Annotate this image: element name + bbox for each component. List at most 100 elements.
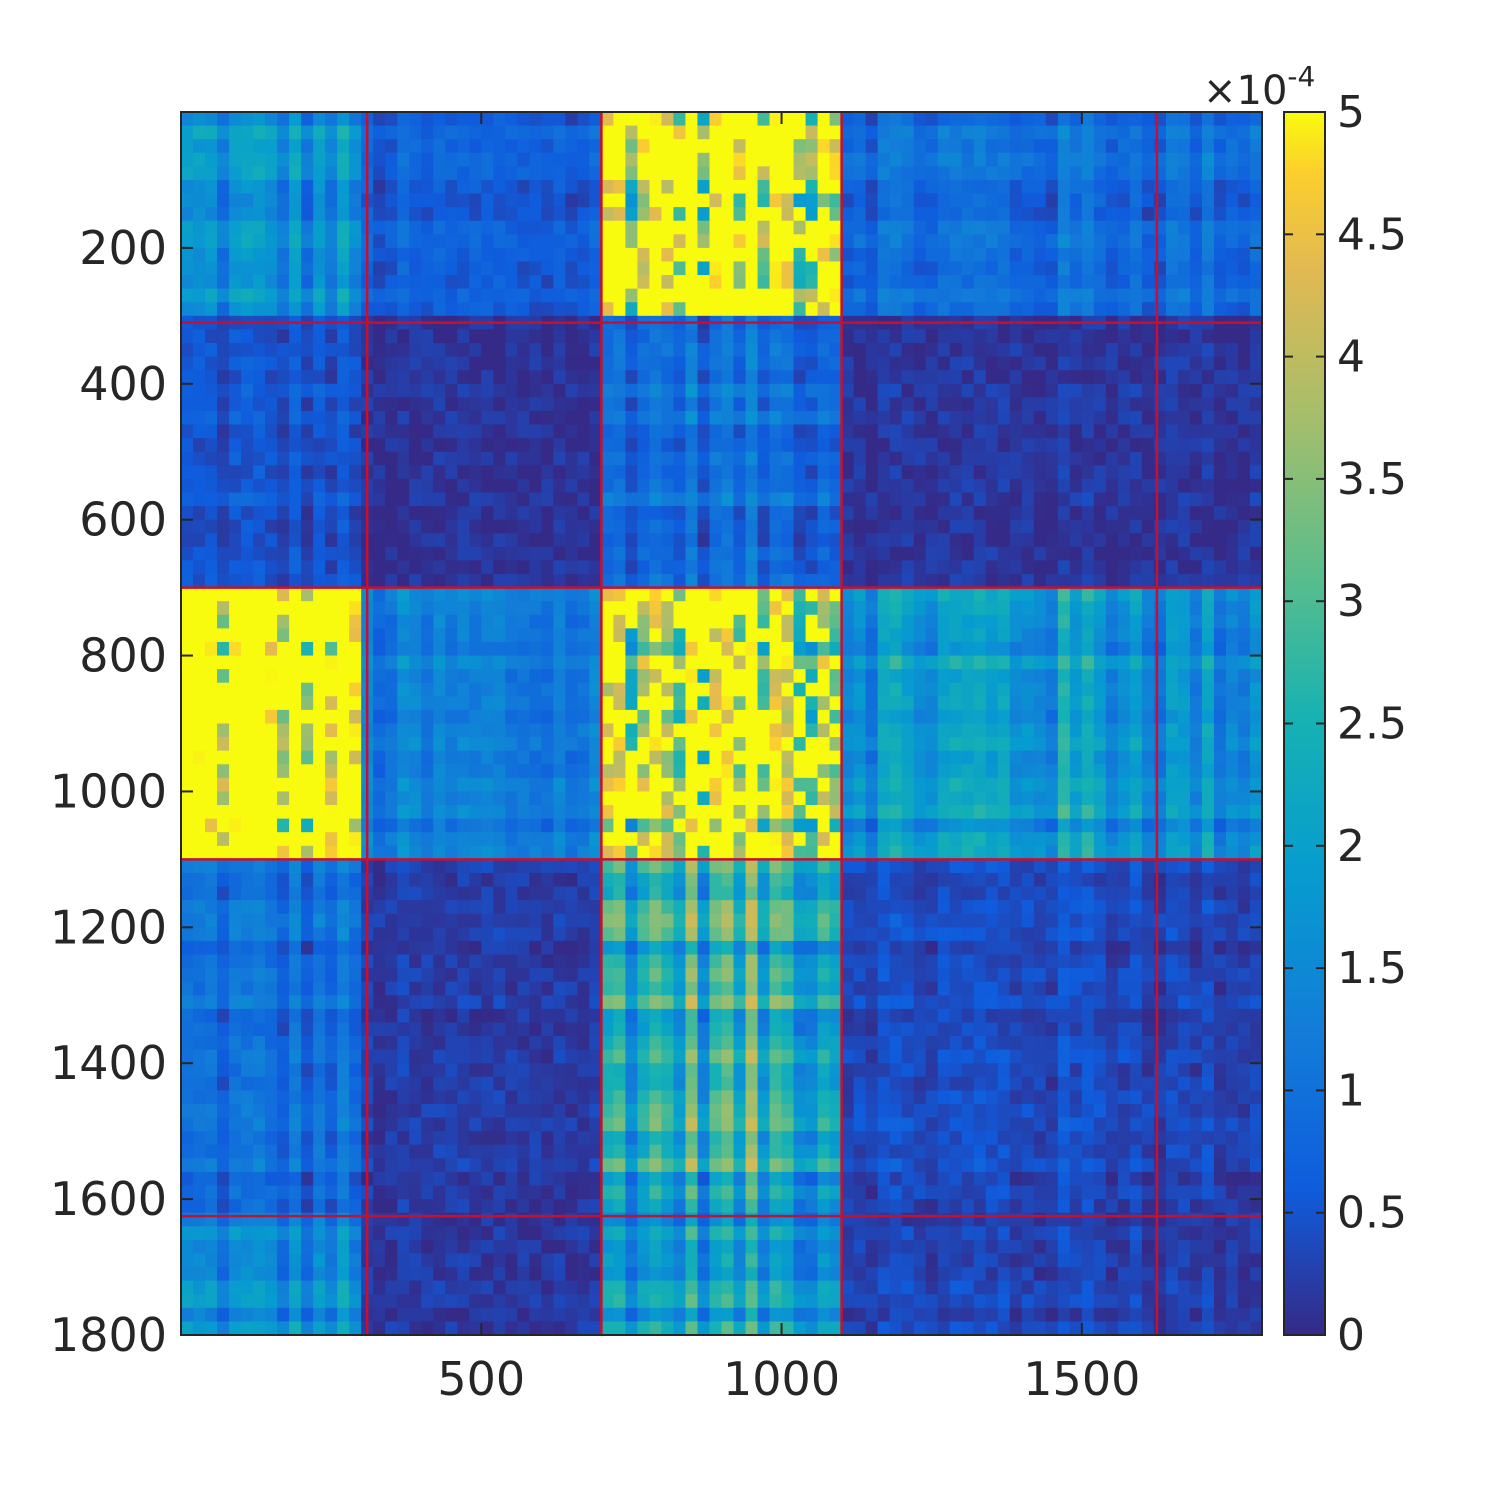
heatmap-cell xyxy=(733,247,747,263)
heatmap-cell xyxy=(781,574,795,589)
heatmap-cell xyxy=(937,275,951,290)
heatmap-cell xyxy=(505,696,518,711)
heatmap-cell xyxy=(889,832,903,847)
heatmap-cell xyxy=(1141,506,1155,521)
heatmap-cell xyxy=(229,152,242,167)
heatmap-cell xyxy=(265,777,278,793)
heatmap-cell xyxy=(445,220,458,235)
heatmap-cell xyxy=(529,655,542,670)
heatmap-cell xyxy=(313,546,326,562)
heatmap-cell xyxy=(565,859,578,874)
heatmap-cell xyxy=(493,546,506,562)
heatmap-cell xyxy=(1033,655,1047,670)
heatmap-cell xyxy=(517,506,530,521)
heatmap-cell xyxy=(901,370,915,385)
heatmap-cell xyxy=(349,805,362,820)
heatmap-cell xyxy=(733,832,747,847)
heatmap-cell xyxy=(481,424,494,439)
heatmap-cell xyxy=(433,669,446,684)
heatmap-cell xyxy=(1033,247,1047,263)
heatmap-cell xyxy=(457,356,470,371)
heatmap-cell xyxy=(865,777,879,793)
heatmap-cell xyxy=(541,207,554,222)
heatmap-cell xyxy=(457,370,470,385)
heatmap-cell xyxy=(433,506,446,521)
heatmap-cell xyxy=(901,220,915,235)
heatmap-cell xyxy=(1057,791,1071,806)
heatmap-cell xyxy=(721,533,735,548)
heatmap-cell xyxy=(409,533,422,548)
heatmap-cell xyxy=(961,152,975,167)
heatmap-cell xyxy=(1189,207,1203,222)
heatmap-cell xyxy=(373,546,386,562)
heatmap-cell xyxy=(253,370,266,385)
heatmap-cell xyxy=(1057,519,1071,534)
heatmap-cell xyxy=(757,166,771,181)
heatmap-cell xyxy=(1009,574,1023,589)
heatmap-cell xyxy=(577,492,590,507)
heatmap-cell xyxy=(577,179,590,195)
heatmap-cell xyxy=(625,193,639,208)
heatmap-cell xyxy=(529,560,542,575)
heatmap-cell xyxy=(1213,805,1227,820)
heatmap-cell xyxy=(241,832,254,847)
heatmap-cell xyxy=(517,438,530,453)
heatmap-cell xyxy=(217,832,230,847)
heatmap-cell xyxy=(1177,193,1191,208)
heatmap-cell xyxy=(865,560,879,575)
heatmap-cell xyxy=(205,275,218,290)
heatmap-cell xyxy=(541,166,554,181)
heatmap-cell xyxy=(385,533,398,548)
heatmap-cell xyxy=(445,696,458,711)
heatmap-cell xyxy=(241,560,254,575)
heatmap-cell xyxy=(289,288,302,303)
heatmap-cell xyxy=(193,193,206,208)
heatmap-cell xyxy=(469,655,482,670)
heatmap-cell xyxy=(1249,383,1263,398)
heatmap-cell xyxy=(241,533,254,548)
heatmap-cell xyxy=(1141,356,1155,371)
heatmap-cell xyxy=(985,397,999,412)
heatmap-cell xyxy=(493,560,506,575)
heatmap-cell xyxy=(541,288,554,303)
heatmap-cell xyxy=(241,764,254,779)
heatmap-cell xyxy=(493,207,506,222)
heatmap-cell xyxy=(1225,451,1239,466)
heatmap-cell xyxy=(985,614,999,629)
heatmap-cell xyxy=(373,451,386,466)
heatmap-cell xyxy=(1237,560,1251,575)
heatmap-cell xyxy=(625,492,639,507)
heatmap-cell xyxy=(313,275,326,290)
heatmap-cell xyxy=(493,478,506,494)
heatmap-cell xyxy=(1129,179,1143,195)
heatmap-cell xyxy=(1105,669,1119,684)
heatmap-cell xyxy=(1213,410,1227,426)
heatmap-cell xyxy=(853,451,867,466)
heatmap-cell xyxy=(1069,125,1083,140)
heatmap-cell xyxy=(253,234,266,249)
heatmap-cell xyxy=(661,451,675,466)
heatmap-cell xyxy=(853,546,867,562)
heatmap-cell xyxy=(913,343,927,358)
heatmap-cell xyxy=(853,207,867,222)
heatmap-cell xyxy=(289,329,302,344)
heatmap-cell xyxy=(721,152,735,167)
heatmap-cell xyxy=(205,302,218,317)
heatmap-cell xyxy=(1165,546,1179,562)
heatmap-cell xyxy=(1225,709,1239,725)
heatmap-cell xyxy=(1129,601,1143,616)
heatmap-cell xyxy=(733,574,747,589)
heatmap-cell xyxy=(997,410,1011,426)
heatmap-cell xyxy=(565,207,578,222)
heatmap-cell xyxy=(685,682,699,697)
heatmap-cell xyxy=(1069,723,1083,738)
heatmap-cell xyxy=(457,139,470,154)
heatmap-cell xyxy=(685,506,699,521)
heatmap-cell xyxy=(229,614,242,629)
heatmap-cell xyxy=(1045,641,1059,657)
heatmap-cell xyxy=(481,791,494,806)
heatmap-cell xyxy=(841,234,855,249)
heatmap-cell xyxy=(937,397,951,412)
heatmap-cell xyxy=(397,478,410,494)
heatmap-cell xyxy=(1249,805,1263,820)
